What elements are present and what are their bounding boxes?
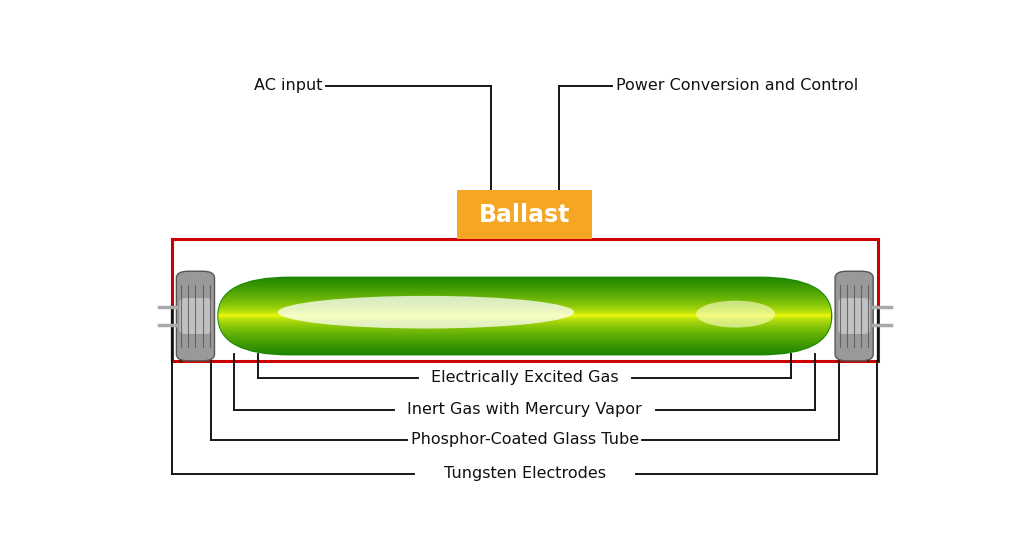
FancyBboxPatch shape (839, 298, 870, 334)
FancyBboxPatch shape (836, 271, 873, 361)
Text: Ballast: Ballast (479, 203, 570, 227)
Text: Electrically Excited Gas: Electrically Excited Gas (431, 371, 618, 386)
Text: Inert Gas with Mercury Vapor: Inert Gas with Mercury Vapor (408, 402, 642, 417)
Text: Tungsten Electrodes: Tungsten Electrodes (443, 466, 606, 481)
Ellipse shape (278, 296, 574, 329)
Text: Power Conversion and Control: Power Conversion and Control (616, 78, 858, 93)
Text: AC input: AC input (254, 78, 323, 93)
Bar (172, 239, 878, 361)
Text: Phosphor-Coated Glass Tube: Phosphor-Coated Glass Tube (411, 432, 639, 447)
FancyBboxPatch shape (458, 190, 592, 239)
FancyBboxPatch shape (176, 271, 214, 361)
FancyBboxPatch shape (179, 298, 211, 334)
FancyBboxPatch shape (218, 278, 831, 355)
Ellipse shape (696, 301, 775, 327)
